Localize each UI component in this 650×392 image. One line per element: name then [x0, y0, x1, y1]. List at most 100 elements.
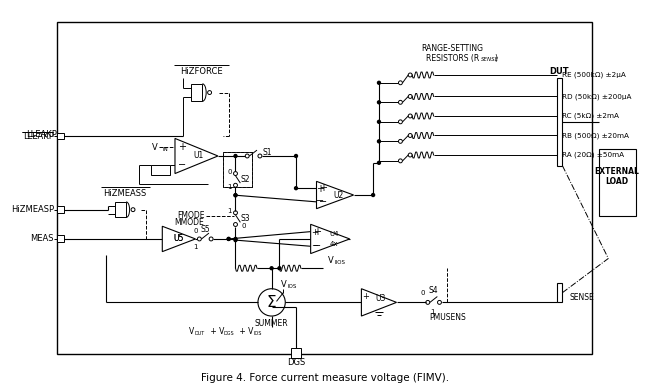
- Text: SENSE: SENSE: [482, 57, 500, 62]
- Text: HiZMEASP: HiZMEASP: [11, 205, 54, 214]
- Text: LLEAKP: LLEAKP: [25, 130, 57, 139]
- Circle shape: [234, 154, 237, 158]
- Text: Σ: Σ: [266, 295, 276, 310]
- Polygon shape: [175, 138, 218, 174]
- Bar: [116, 202, 126, 218]
- Text: 0: 0: [421, 290, 425, 296]
- Text: DUT: DUT: [194, 331, 205, 336]
- Text: −: −: [313, 241, 322, 251]
- Text: FMODE: FMODE: [177, 211, 204, 220]
- Text: +: +: [317, 184, 324, 194]
- Circle shape: [378, 162, 380, 164]
- Bar: [57, 22, 592, 354]
- Text: IOS: IOS: [253, 331, 261, 336]
- Text: + V: + V: [208, 327, 224, 336]
- Bar: [190, 84, 202, 101]
- Bar: [223, 152, 252, 187]
- Text: RESISTORS (R: RESISTORS (R: [426, 54, 479, 63]
- Text: 0: 0: [241, 223, 246, 229]
- Text: S1: S1: [263, 147, 272, 156]
- Text: +: +: [313, 227, 322, 237]
- Text: + V: + V: [237, 327, 254, 336]
- Bar: [556, 78, 562, 166]
- Text: S4: S4: [429, 286, 439, 295]
- Bar: [291, 348, 301, 358]
- Text: +: +: [362, 292, 369, 301]
- Text: U1: U1: [193, 151, 203, 160]
- Bar: [57, 235, 64, 242]
- Circle shape: [234, 194, 237, 197]
- Text: RC (5kΩ) ±2mA: RC (5kΩ) ±2mA: [562, 113, 619, 119]
- Text: HiZFORCE: HiZFORCE: [180, 67, 223, 76]
- Circle shape: [378, 81, 380, 84]
- Polygon shape: [311, 224, 350, 254]
- Circle shape: [372, 194, 374, 196]
- Circle shape: [378, 120, 380, 123]
- Text: −: −: [311, 241, 318, 250]
- Circle shape: [234, 239, 237, 241]
- Text: U2: U2: [334, 191, 344, 200]
- Text: HiZMEASS: HiZMEASS: [103, 189, 147, 198]
- Text: IOS: IOS: [287, 284, 296, 289]
- Text: RANGE-SETTING: RANGE-SETTING: [421, 44, 483, 53]
- Circle shape: [378, 101, 380, 104]
- Text: RB (500Ω) ±20mA: RB (500Ω) ±20mA: [562, 132, 629, 139]
- Circle shape: [270, 267, 273, 270]
- Text: S2: S2: [240, 175, 250, 184]
- Text: S5: S5: [200, 225, 210, 234]
- Text: IN: IN: [162, 147, 168, 152]
- Text: RD (50kΩ) ±200μA: RD (50kΩ) ±200μA: [562, 93, 632, 100]
- Text: 1: 1: [193, 244, 198, 250]
- Text: −: −: [177, 160, 186, 170]
- Text: +: +: [178, 142, 186, 152]
- Text: LOAD: LOAD: [606, 177, 629, 186]
- Text: V: V: [151, 143, 157, 152]
- Text: U3: U3: [376, 294, 386, 303]
- Circle shape: [227, 238, 230, 240]
- Text: S3: S3: [240, 214, 250, 223]
- Text: 1: 1: [227, 208, 232, 214]
- Text: +: +: [319, 183, 328, 193]
- Text: V: V: [281, 280, 287, 289]
- Text: 1: 1: [430, 309, 435, 315]
- Text: −: −: [317, 196, 324, 206]
- Text: 4x: 4x: [330, 241, 338, 247]
- Text: PMUSENS: PMUSENS: [429, 312, 465, 321]
- Text: MMODE: MMODE: [174, 218, 204, 227]
- Text: ): ): [494, 54, 497, 63]
- Circle shape: [294, 154, 298, 158]
- Text: 0: 0: [193, 228, 198, 234]
- Text: DUT: DUT: [550, 67, 569, 76]
- Text: U5: U5: [174, 234, 184, 243]
- Text: RA (20Ω) ±50mA: RA (20Ω) ±50mA: [562, 152, 625, 158]
- Bar: [57, 206, 64, 212]
- Polygon shape: [317, 181, 354, 209]
- Text: V: V: [188, 327, 194, 336]
- Text: MEAS: MEAS: [31, 234, 54, 243]
- Circle shape: [378, 140, 380, 143]
- Text: Figure 4. Force current measure voltage (FIMV).: Figure 4. Force current measure voltage …: [202, 372, 449, 383]
- Text: EXTERNAL: EXTERNAL: [595, 167, 640, 176]
- Text: SENSE: SENSE: [569, 293, 594, 302]
- Text: LLEAKP: LLEAKP: [23, 132, 54, 141]
- Text: +: +: [311, 228, 318, 237]
- Circle shape: [278, 267, 281, 270]
- Circle shape: [234, 194, 237, 197]
- Text: DGS: DGS: [287, 358, 305, 367]
- Circle shape: [294, 187, 298, 190]
- Text: V: V: [328, 256, 334, 265]
- Text: SUMMER: SUMMER: [255, 319, 289, 328]
- Bar: [599, 149, 636, 216]
- Bar: [223, 152, 252, 187]
- Text: U5: U5: [174, 234, 184, 243]
- Text: IIOS: IIOS: [334, 260, 345, 265]
- Polygon shape: [162, 226, 196, 252]
- Bar: [556, 283, 562, 302]
- Text: −: −: [319, 197, 328, 207]
- Polygon shape: [361, 289, 396, 316]
- Text: 1: 1: [227, 184, 232, 190]
- Bar: [151, 165, 170, 174]
- Text: U4: U4: [330, 231, 339, 237]
- Text: DGS: DGS: [224, 331, 235, 336]
- Circle shape: [234, 238, 237, 240]
